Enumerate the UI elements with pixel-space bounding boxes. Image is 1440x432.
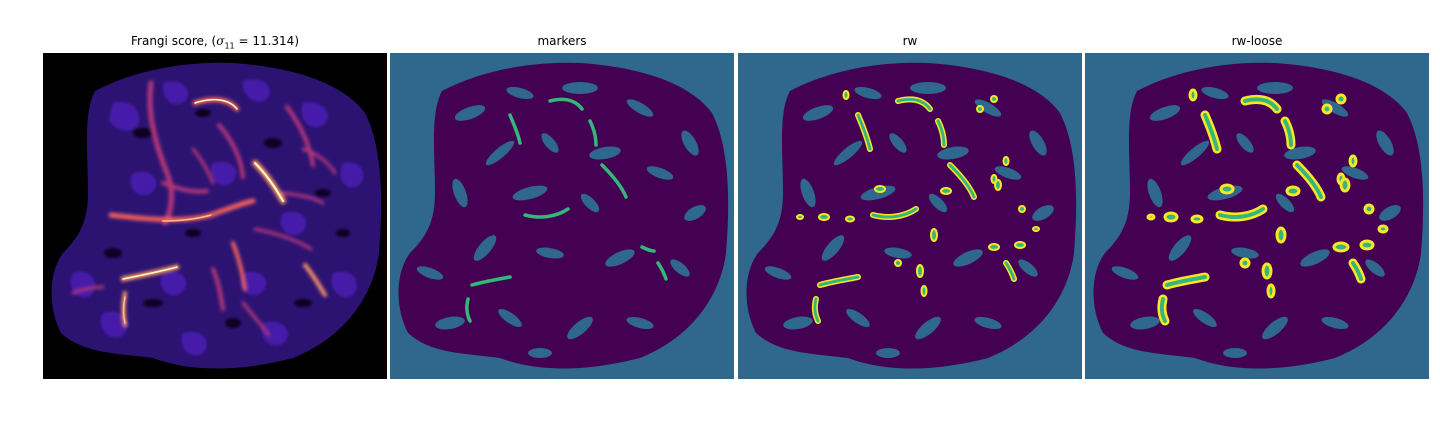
rw-panel — [738, 53, 1082, 379]
frangi-score-image — [43, 53, 387, 379]
rw-loose-panel — [1085, 53, 1429, 379]
markers-image — [390, 53, 734, 379]
markers-panel-title: markers — [537, 34, 587, 48]
rw-loose-panel-title: rw-loose — [1231, 34, 1283, 48]
frangi-panel — [43, 53, 387, 379]
markers-panel — [390, 53, 734, 379]
rw-panel-title: rw — [902, 34, 918, 48]
rw-loose-image — [1085, 53, 1429, 379]
rw-image — [738, 53, 1082, 379]
frangi-panel-title: Frangi score, (σ11 = 11.314) — [131, 34, 299, 51]
